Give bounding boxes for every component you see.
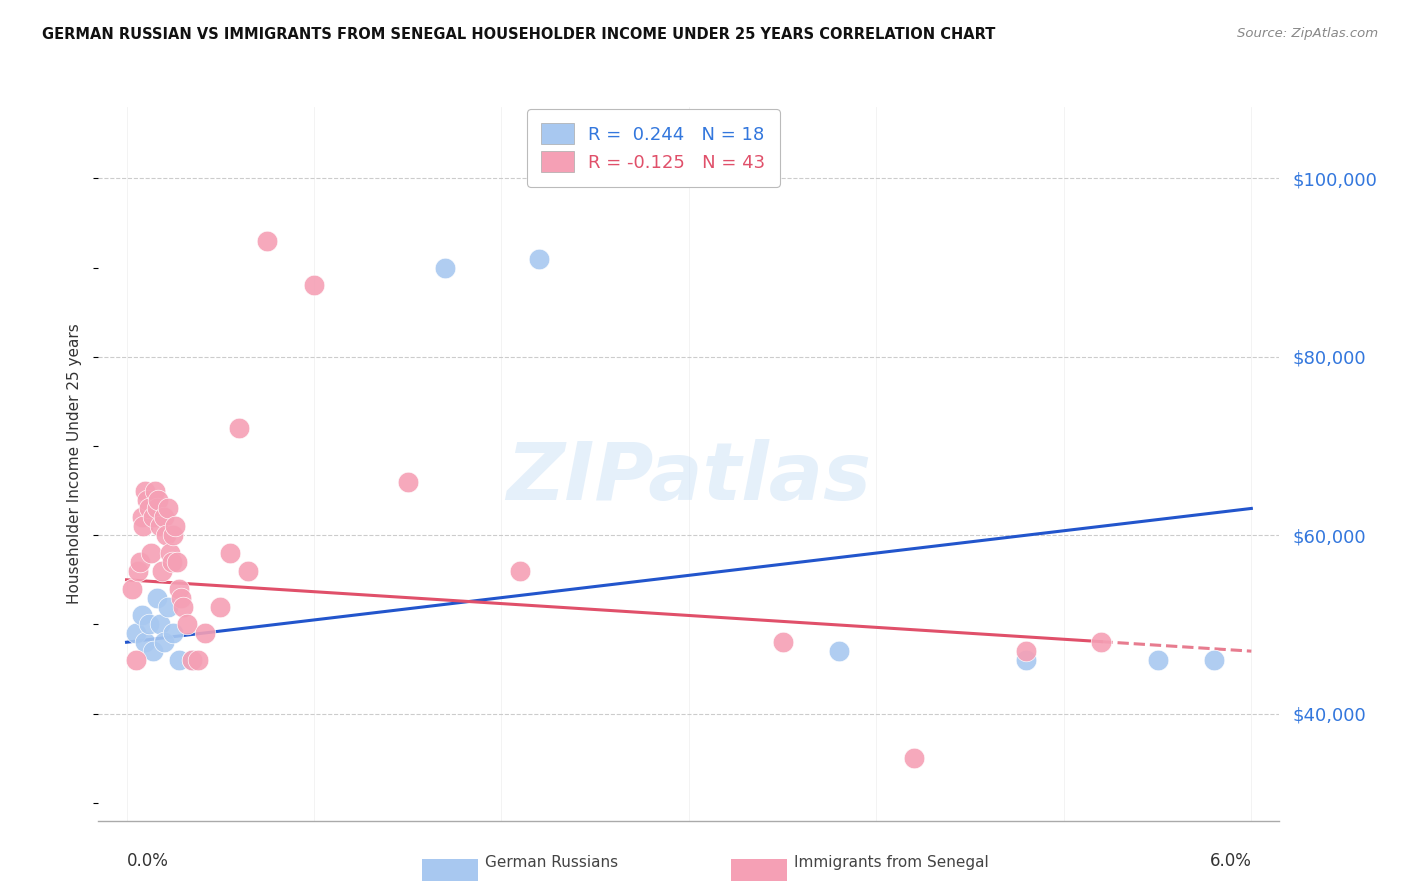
Point [903,751,925,765]
Point [172,599,194,614]
Text: German Russians: German Russians [485,855,619,870]
Point [125,653,148,667]
Point [165,519,187,533]
Point [132,519,155,533]
Point [527,252,550,266]
Point [156,501,179,516]
Text: ZIPatlas: ZIPatlas [506,439,872,517]
Point [1146,653,1168,667]
Point [145,591,167,605]
Point [170,591,193,605]
Point [134,483,156,498]
Text: Source: ZipAtlas.com: Source: ZipAtlas.com [1237,27,1378,40]
Point [159,546,181,560]
Point [396,475,419,489]
Point [1015,644,1038,658]
Point [134,635,156,649]
Point [121,582,143,596]
Point [131,608,153,623]
Point [139,546,162,560]
Text: Immigrants from Senegal: Immigrants from Senegal [794,855,990,870]
Point [1090,635,1112,649]
Point [153,510,176,524]
Point [1015,653,1038,667]
Legend: R =  0.244   N = 18, R = -0.125   N = 43: R = 0.244 N = 18, R = -0.125 N = 43 [527,109,780,186]
Point [125,626,148,640]
Point [160,555,183,569]
Point [145,501,167,516]
Point [153,635,176,649]
Point [162,528,184,542]
Point [142,510,165,524]
Y-axis label: Householder Income Under 25 years: Householder Income Under 25 years [67,324,83,604]
Point [162,626,184,640]
Point [828,644,851,658]
Point [187,653,209,667]
Point [194,626,217,640]
Point [181,653,204,667]
Point [167,582,190,596]
Point [142,644,165,658]
Point [509,564,531,578]
Text: 6.0%: 6.0% [1209,852,1251,870]
Point [131,510,153,524]
Point [302,278,325,293]
Point [228,421,250,435]
Text: GERMAN RUSSIAN VS IMMIGRANTS FROM SENEGAL HOUSEHOLDER INCOME UNDER 25 YEARS CORR: GERMAN RUSSIAN VS IMMIGRANTS FROM SENEGA… [42,27,995,42]
Point [772,635,794,649]
Point [176,617,198,632]
Point [128,555,150,569]
Point [218,546,240,560]
Point [136,492,159,507]
Point [209,599,232,614]
Point [155,528,177,542]
Point [156,599,179,614]
Text: 0.0%: 0.0% [127,852,169,870]
Point [181,653,204,667]
Point [1202,653,1225,667]
Point [150,564,173,578]
Point [148,492,170,507]
Point [127,564,149,578]
Point [138,617,160,632]
Point [166,555,188,569]
Point [256,234,278,248]
Point [238,564,260,578]
Point [138,501,160,516]
Point [149,617,172,632]
Point [434,260,457,275]
Point [149,519,172,533]
Point [167,653,190,667]
Point [143,483,166,498]
